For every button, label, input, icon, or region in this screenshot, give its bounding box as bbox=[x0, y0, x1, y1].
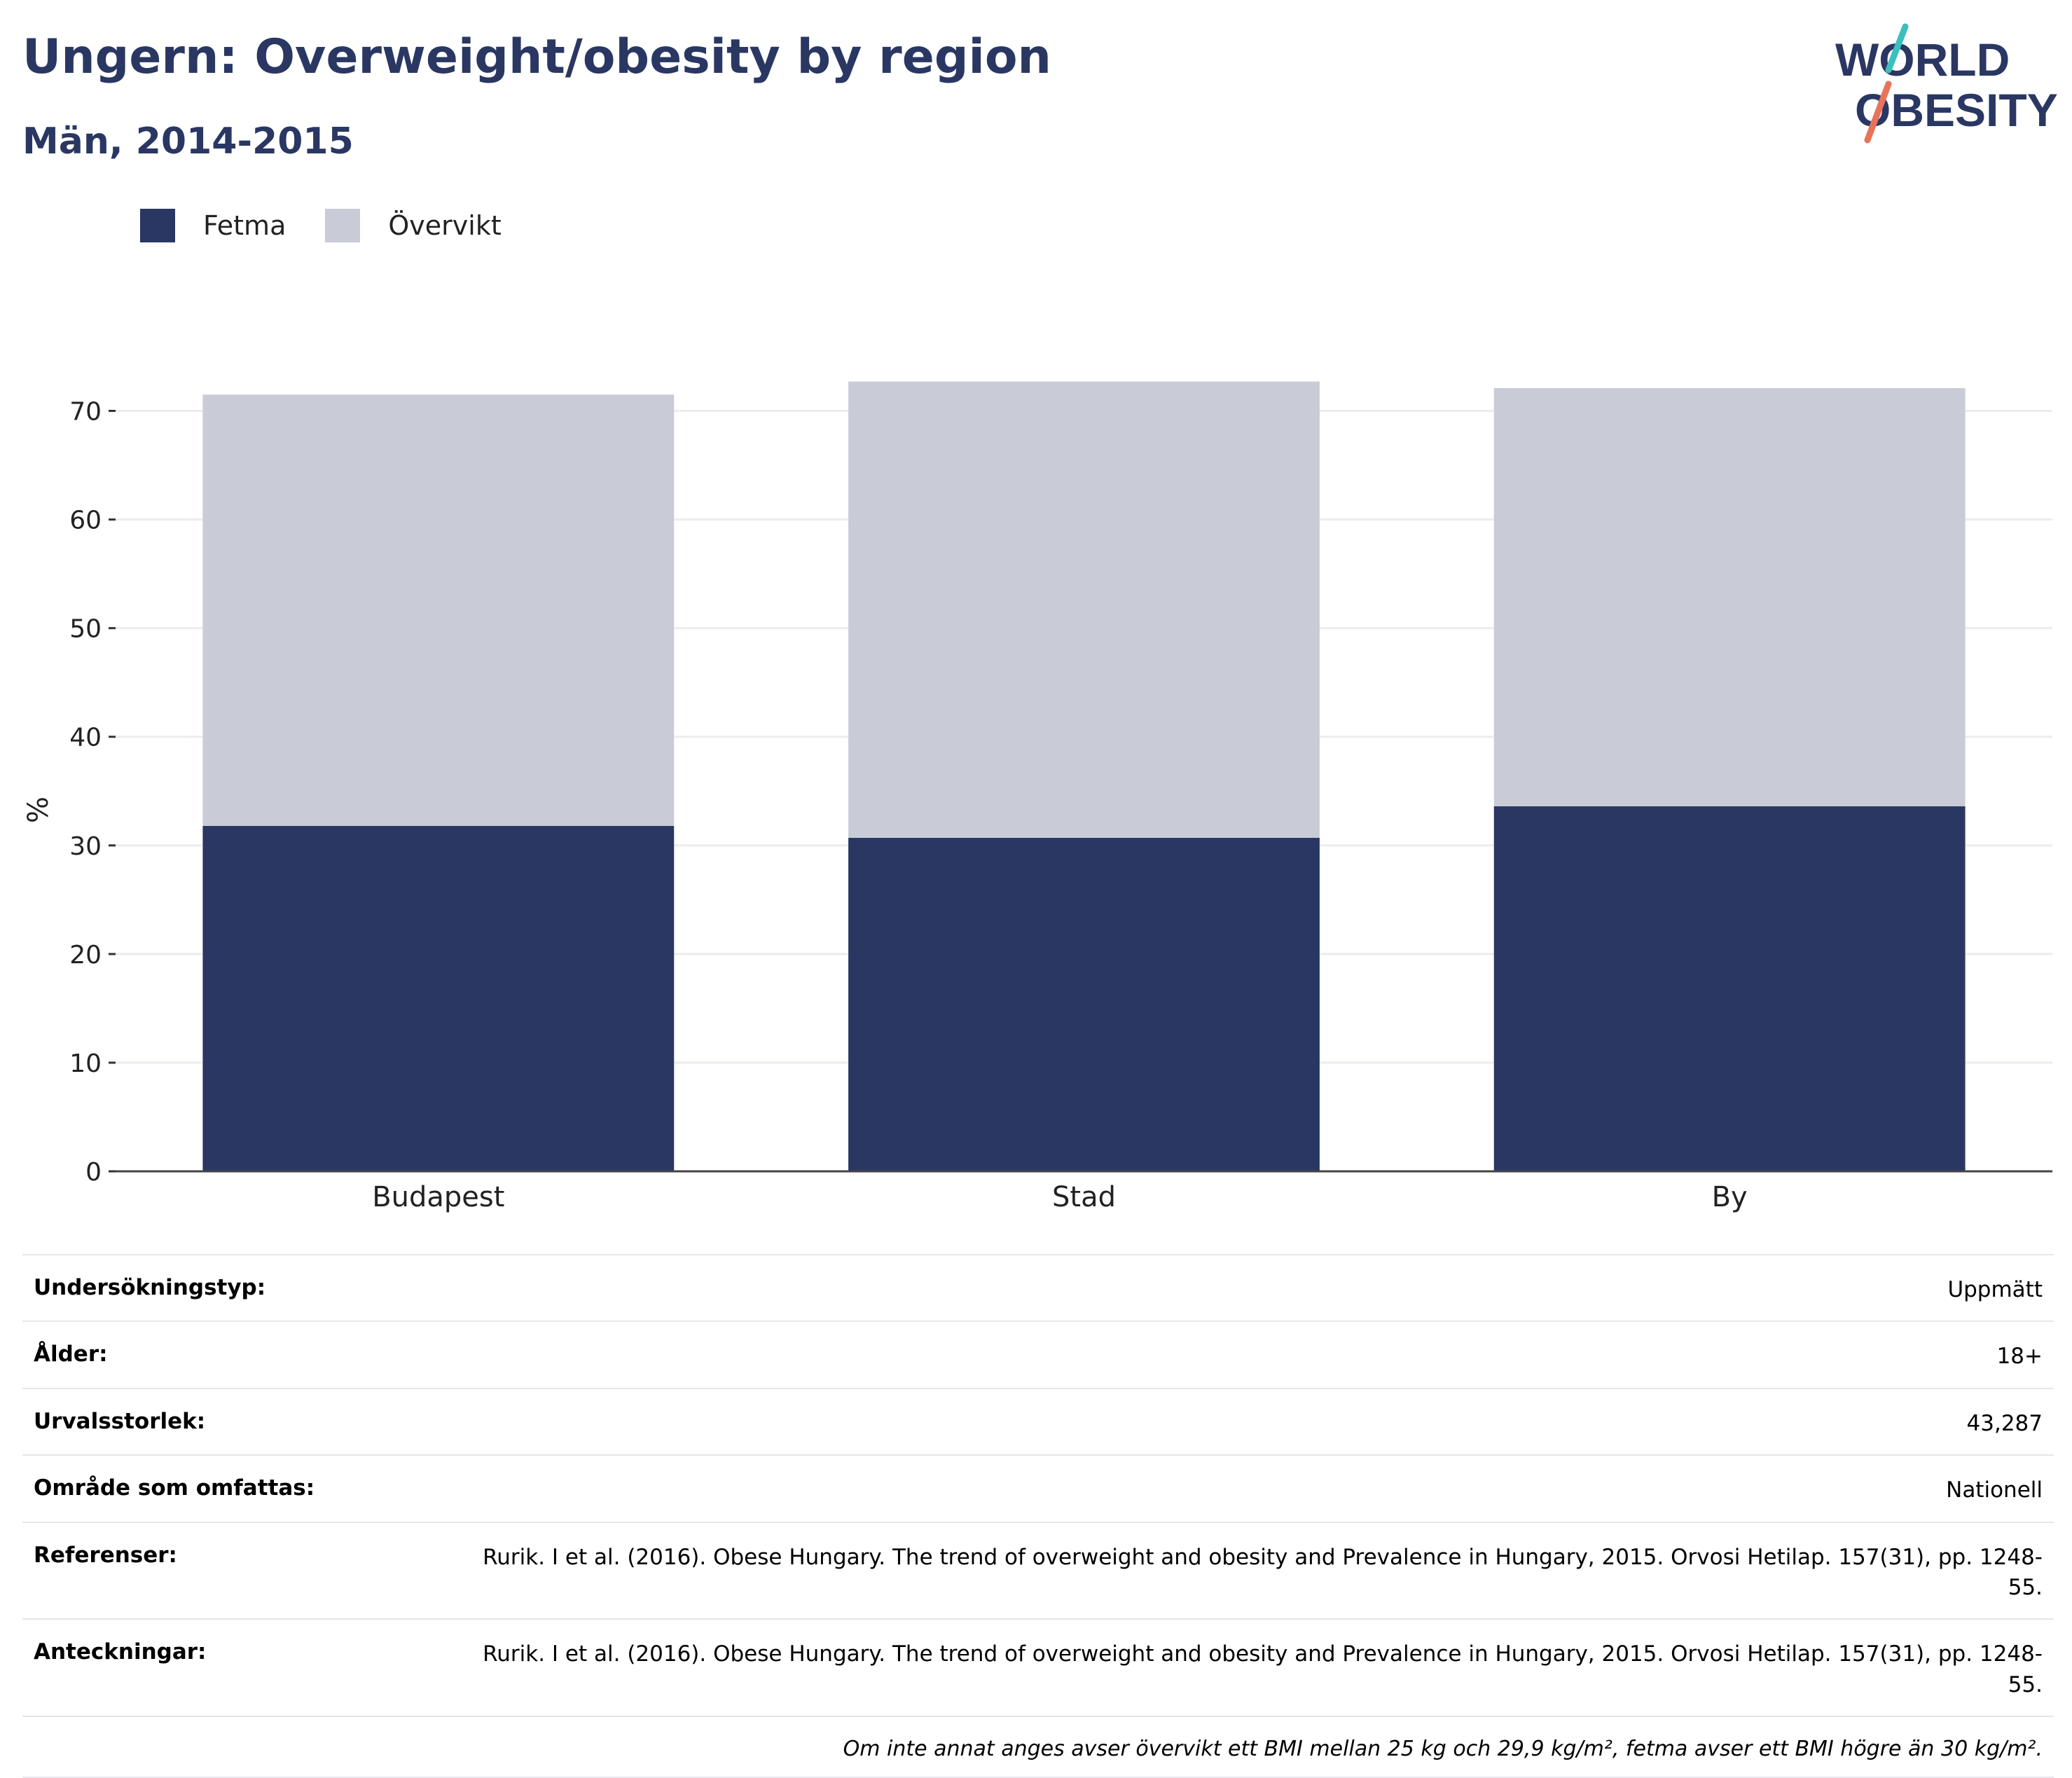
legend-swatch-overvikt bbox=[325, 209, 361, 242]
bar--vervikt-by bbox=[1493, 387, 1966, 806]
bar-fetma-budapest bbox=[202, 825, 675, 1171]
legend-label-overvikt: Övervikt bbox=[388, 210, 502, 241]
y-tick-label: 70 bbox=[69, 398, 102, 427]
meta-value: 43,287 bbox=[1966, 1410, 2043, 1436]
meta-value: Rurik. I et al. (2016). Obese Hungary. T… bbox=[483, 1641, 2043, 1697]
x-tick-label: Budapest bbox=[372, 1181, 504, 1213]
meta-row-age: Ålder: 18+ bbox=[22, 1321, 2054, 1387]
y-tick-label: 50 bbox=[69, 615, 102, 644]
y-tick-label: 60 bbox=[69, 506, 102, 535]
meta-row-references: Referenser: Rurik. I et al. (2016). Obes… bbox=[22, 1521, 2054, 1619]
world-obesity-logo: WORLD OBESITY bbox=[1835, 23, 2058, 144]
legend-swatch-fetma bbox=[140, 209, 175, 242]
meta-row-bmi-note: Om inte annat anges avser övervikt ett B… bbox=[22, 1716, 2054, 1778]
svg-text:OBESITY: OBESITY bbox=[1855, 84, 2058, 136]
bar--vervikt-budapest bbox=[202, 394, 675, 826]
bmi-definition-note: Om inte annat anges avser övervikt ett B… bbox=[843, 1737, 2043, 1762]
meta-label: Undersökningstyp: bbox=[34, 1275, 266, 1300]
y-tick-label: 0 bbox=[85, 1158, 102, 1187]
chart-title: Ungern: Overweight/obesity by region bbox=[22, 29, 1051, 85]
y-tick-label: 40 bbox=[69, 724, 102, 752]
bar-chart: 0 10 20 30 40 50 60 70% Budapest Stad By bbox=[22, 381, 2052, 1213]
metadata-table: Undersökningstyp: Uppmätt Ålder: 18+ Urv… bbox=[22, 1254, 2054, 1778]
meta-label: Urvalsstorlek: bbox=[34, 1408, 206, 1434]
meta-row-sample-size: Urvalsstorlek: 43,287 bbox=[22, 1387, 2054, 1454]
bar-fetma-stad bbox=[848, 837, 1320, 1171]
y-tick-label: 20 bbox=[69, 941, 102, 970]
meta-row-notes: Anteckningar: Rurik. I et al. (2016). Ob… bbox=[22, 1618, 2054, 1716]
x-tick-label: By bbox=[1712, 1181, 1748, 1213]
x-tick-label: Stad bbox=[1052, 1181, 1116, 1213]
meta-label: Område som omfattas: bbox=[34, 1475, 315, 1501]
meta-value: Rurik. I et al. (2016). Obese Hungary. T… bbox=[483, 1544, 2043, 1600]
meta-value: Nationell bbox=[1946, 1477, 2043, 1503]
svg-text:WORLD: WORLD bbox=[1835, 34, 2010, 85]
bar-fetma-by bbox=[1493, 806, 1966, 1171]
chart-legend: Fetma Övervikt bbox=[140, 209, 541, 242]
meta-label: Ålder: bbox=[34, 1342, 108, 1367]
y-tick-label: 30 bbox=[69, 832, 102, 861]
meta-value: 18+ bbox=[1996, 1344, 2043, 1370]
chart-subtitle: Män, 2014-2015 bbox=[22, 120, 354, 163]
meta-row-coverage: Område som omfattas: Nationell bbox=[22, 1454, 2054, 1521]
y-tick-label: 10 bbox=[69, 1049, 102, 1078]
meta-value: Uppmätt bbox=[1947, 1277, 2043, 1302]
meta-label: Referenser: bbox=[34, 1542, 177, 1568]
legend-item-fetma: Fetma bbox=[140, 209, 286, 242]
meta-row-survey-type: Undersökningstyp: Uppmätt bbox=[22, 1254, 2054, 1321]
bar--vervikt-stad bbox=[848, 381, 1320, 838]
meta-label: Anteckningar: bbox=[34, 1639, 207, 1665]
legend-label-fetma: Fetma bbox=[203, 210, 286, 241]
y-axis-label: % bbox=[22, 797, 55, 823]
legend-item-overvikt: Övervikt bbox=[325, 209, 502, 242]
